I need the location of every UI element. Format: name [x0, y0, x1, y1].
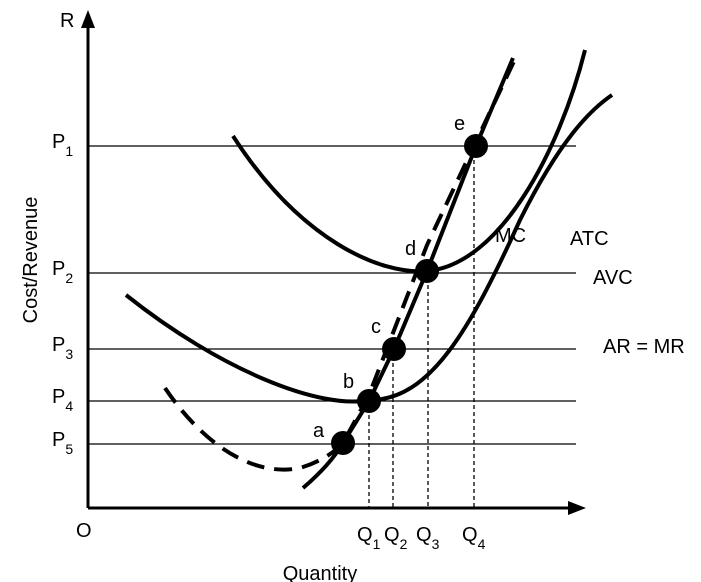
curve-label: AR = MR — [603, 336, 685, 358]
y-arrow — [81, 10, 95, 28]
quantity-letter: Q — [357, 524, 373, 546]
quantity-letter: Q — [384, 524, 400, 546]
price-sub: 1 — [65, 143, 73, 159]
price-sub: 2 — [65, 270, 73, 286]
quantity-label: Q4 — [462, 524, 486, 552]
y-axis-label: R — [60, 10, 74, 32]
curve-label: AVC — [593, 267, 633, 289]
x-arrow — [568, 501, 586, 515]
quantity-letter: Q — [416, 524, 432, 546]
price-letter: P — [52, 258, 65, 280]
price-sub: 3 — [65, 346, 73, 362]
price-label: P1 — [52, 131, 73, 159]
curves: MC ATC AVC AR = MR — [124, 49, 685, 490]
quantity-sub: 1 — [373, 536, 381, 552]
y-axis-title: Cost/Revenue — [20, 197, 42, 324]
price-label: P5 — [52, 429, 73, 457]
price-label: P2 — [52, 258, 73, 286]
price-sub: 4 — [65, 398, 73, 414]
point-label: d — [405, 238, 416, 260]
price-letter: P — [52, 131, 65, 153]
price-letter: P — [52, 386, 65, 408]
curve-label: MC — [495, 225, 526, 247]
price-label: P3 — [52, 334, 73, 362]
point — [357, 389, 381, 413]
quantity-sub: 2 — [400, 536, 408, 552]
point-label: c — [371, 316, 381, 338]
quantity-label: Q2 — [384, 524, 408, 552]
point — [464, 134, 488, 158]
quantity-label: Q3 — [416, 524, 440, 552]
quantity-label: Q1 — [357, 524, 381, 552]
avc-curve — [124, 93, 614, 404]
point-label: b — [343, 371, 354, 393]
point — [382, 337, 406, 361]
price-letter: P — [52, 334, 65, 356]
point — [331, 431, 355, 455]
quantity-sub: 3 — [432, 536, 440, 552]
quantity-letter: Q — [462, 524, 478, 546]
point — [415, 259, 439, 283]
origin-label: O — [76, 520, 92, 542]
x-axis-title: Quantity — [283, 563, 357, 582]
quantity-sub: 4 — [478, 536, 486, 552]
price-sub: 5 — [65, 441, 73, 457]
price-letter: P — [52, 429, 65, 451]
point-label: a — [313, 420, 325, 442]
price-label: P4 — [52, 386, 73, 414]
curve-label: ATC — [570, 228, 609, 250]
points: a b c d e — [313, 113, 488, 455]
axes: R Cost/Revenue O Quantity — [20, 10, 586, 582]
point-label: e — [454, 113, 465, 135]
